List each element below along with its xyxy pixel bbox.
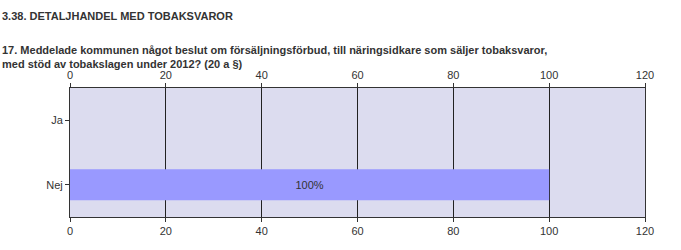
svg-text:Nej: Nej [46,179,63,191]
svg-text:17. Meddelade kommunen något b: 17. Meddelade kommunen något beslut om f… [2,44,547,70]
svg-text:20: 20 [160,225,172,237]
svg-text:20: 20 [160,69,172,81]
svg-text:0: 0 [67,69,73,81]
svg-text:120: 120 [636,225,654,237]
svg-text:0: 0 [67,225,73,237]
svg-text:80: 80 [447,225,459,237]
svg-text:60: 60 [351,69,363,81]
svg-text:100%: 100% [295,179,323,191]
svg-text:60: 60 [351,225,363,237]
svg-text:3.38. DETALJHANDEL MED TOBAKSV: 3.38. DETALJHANDEL MED TOBAKSVAROR [2,10,233,22]
svg-text:40: 40 [256,69,268,81]
svg-text:120: 120 [636,69,654,81]
svg-text:100: 100 [540,69,558,81]
svg-text:100: 100 [540,225,558,237]
svg-text:40: 40 [256,225,268,237]
svg-text:Ja: Ja [51,114,64,126]
svg-text:80: 80 [447,69,459,81]
